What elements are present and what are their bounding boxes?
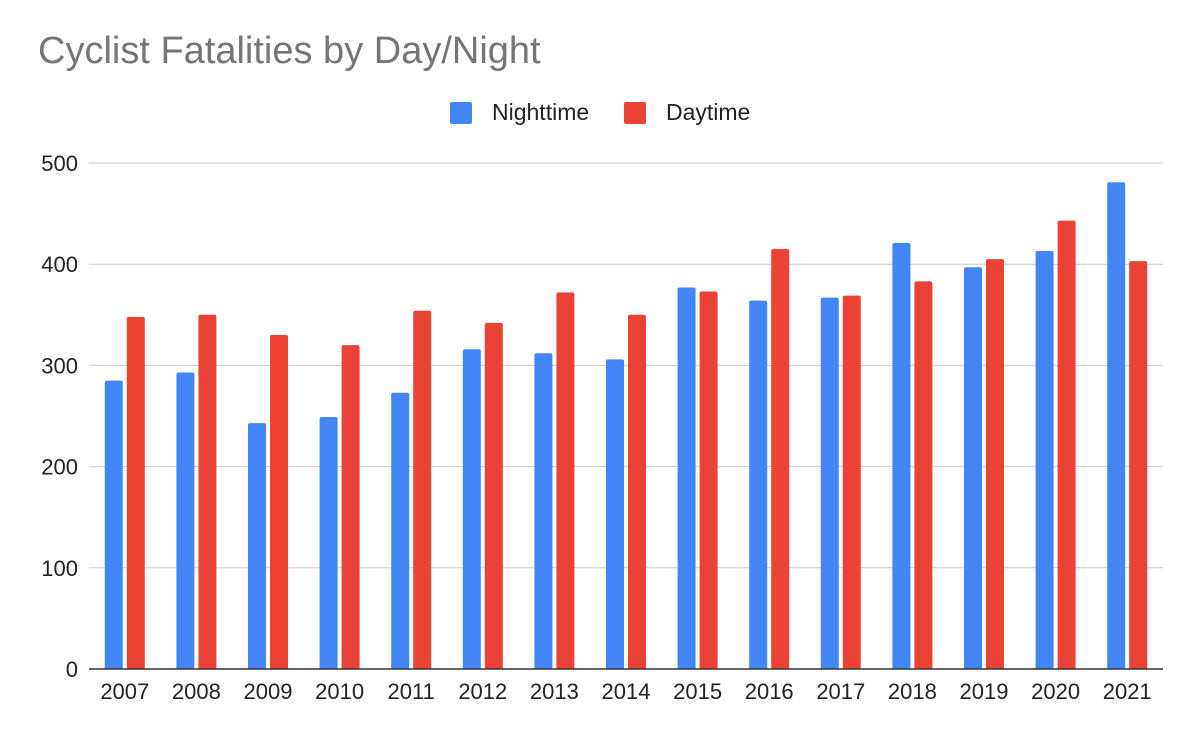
bar-nighttime-2020	[1035, 251, 1054, 669]
y-tick-label-0: 0	[66, 657, 78, 682]
bar-daytime-2007	[126, 316, 145, 669]
bar-daytime-2018	[914, 281, 933, 669]
bar-nighttime-2010	[319, 417, 338, 669]
bar-nighttime-2019	[964, 267, 982, 669]
x-tick-label-2009: 2009	[244, 679, 293, 704]
legend-label-nighttime: Nighttime	[492, 99, 590, 125]
y-tick-label-200: 200	[41, 455, 78, 480]
legend-swatch-daytime	[624, 102, 646, 124]
legend: Nighttime Daytime	[0, 98, 1200, 128]
x-tick-label-2010: 2010	[315, 679, 364, 704]
bar-nighttime-2013	[534, 353, 553, 669]
bar-daytime-2008	[198, 314, 217, 669]
x-tick-label-2008: 2008	[172, 679, 221, 704]
legend-label-daytime: Daytime	[666, 99, 751, 125]
bar-nighttime-2015	[677, 287, 696, 669]
x-tick-label-2013: 2013	[530, 679, 579, 704]
bar-nighttime-2012	[462, 349, 481, 669]
y-tick-label-400: 400	[41, 252, 78, 277]
bar-nighttime-2016	[749, 300, 768, 669]
bar-daytime-2013	[556, 292, 575, 669]
x-tick-label-2016: 2016	[745, 679, 794, 704]
y-tick-label-500: 500	[41, 151, 78, 176]
bar-nighttime-2014	[606, 359, 624, 669]
x-tick-label-2012: 2012	[458, 679, 507, 704]
bar-daytime-2014	[628, 314, 646, 669]
y-tick-label-300: 300	[41, 353, 78, 378]
bar-nighttime-2007	[104, 380, 123, 669]
bar-daytime-2009	[270, 335, 288, 669]
x-tick-label-2011: 2011	[388, 679, 435, 704]
bar-daytime-2020	[1057, 220, 1076, 669]
bar-nighttime-2017	[820, 297, 839, 669]
bar-daytime-2019	[986, 259, 1004, 669]
x-tick-label-2017: 2017	[816, 679, 865, 704]
bar-nighttime-2008	[176, 372, 195, 669]
chart-title: Cyclist Fatalities by Day/Night	[38, 30, 541, 72]
legend-swatch-nighttime	[450, 102, 472, 124]
y-tick-label-100: 100	[41, 556, 78, 581]
bar-daytime-2021	[1129, 261, 1148, 669]
bar-daytime-2011	[413, 310, 432, 669]
bar-daytime-2015	[699, 291, 718, 669]
bar-nighttime-2011	[391, 392, 410, 669]
x-tick-label-2014: 2014	[602, 679, 651, 704]
x-tick-label-2007: 2007	[100, 679, 149, 704]
bar-daytime-2017	[842, 295, 861, 669]
x-tick-label-2019: 2019	[960, 679, 1009, 704]
bar-daytime-2012	[484, 322, 503, 669]
bar-nighttime-2018	[892, 242, 911, 669]
bar-daytime-2010	[341, 345, 360, 669]
x-tick-label-2018: 2018	[888, 679, 937, 704]
bar-nighttime-2009	[248, 423, 266, 669]
x-tick-label-2021: 2021	[1103, 679, 1152, 704]
x-tick-label-2015: 2015	[673, 679, 722, 704]
bar-daytime-2016	[771, 249, 790, 669]
bar-nighttime-2021	[1107, 182, 1126, 669]
x-tick-label-2020: 2020	[1031, 679, 1080, 704]
